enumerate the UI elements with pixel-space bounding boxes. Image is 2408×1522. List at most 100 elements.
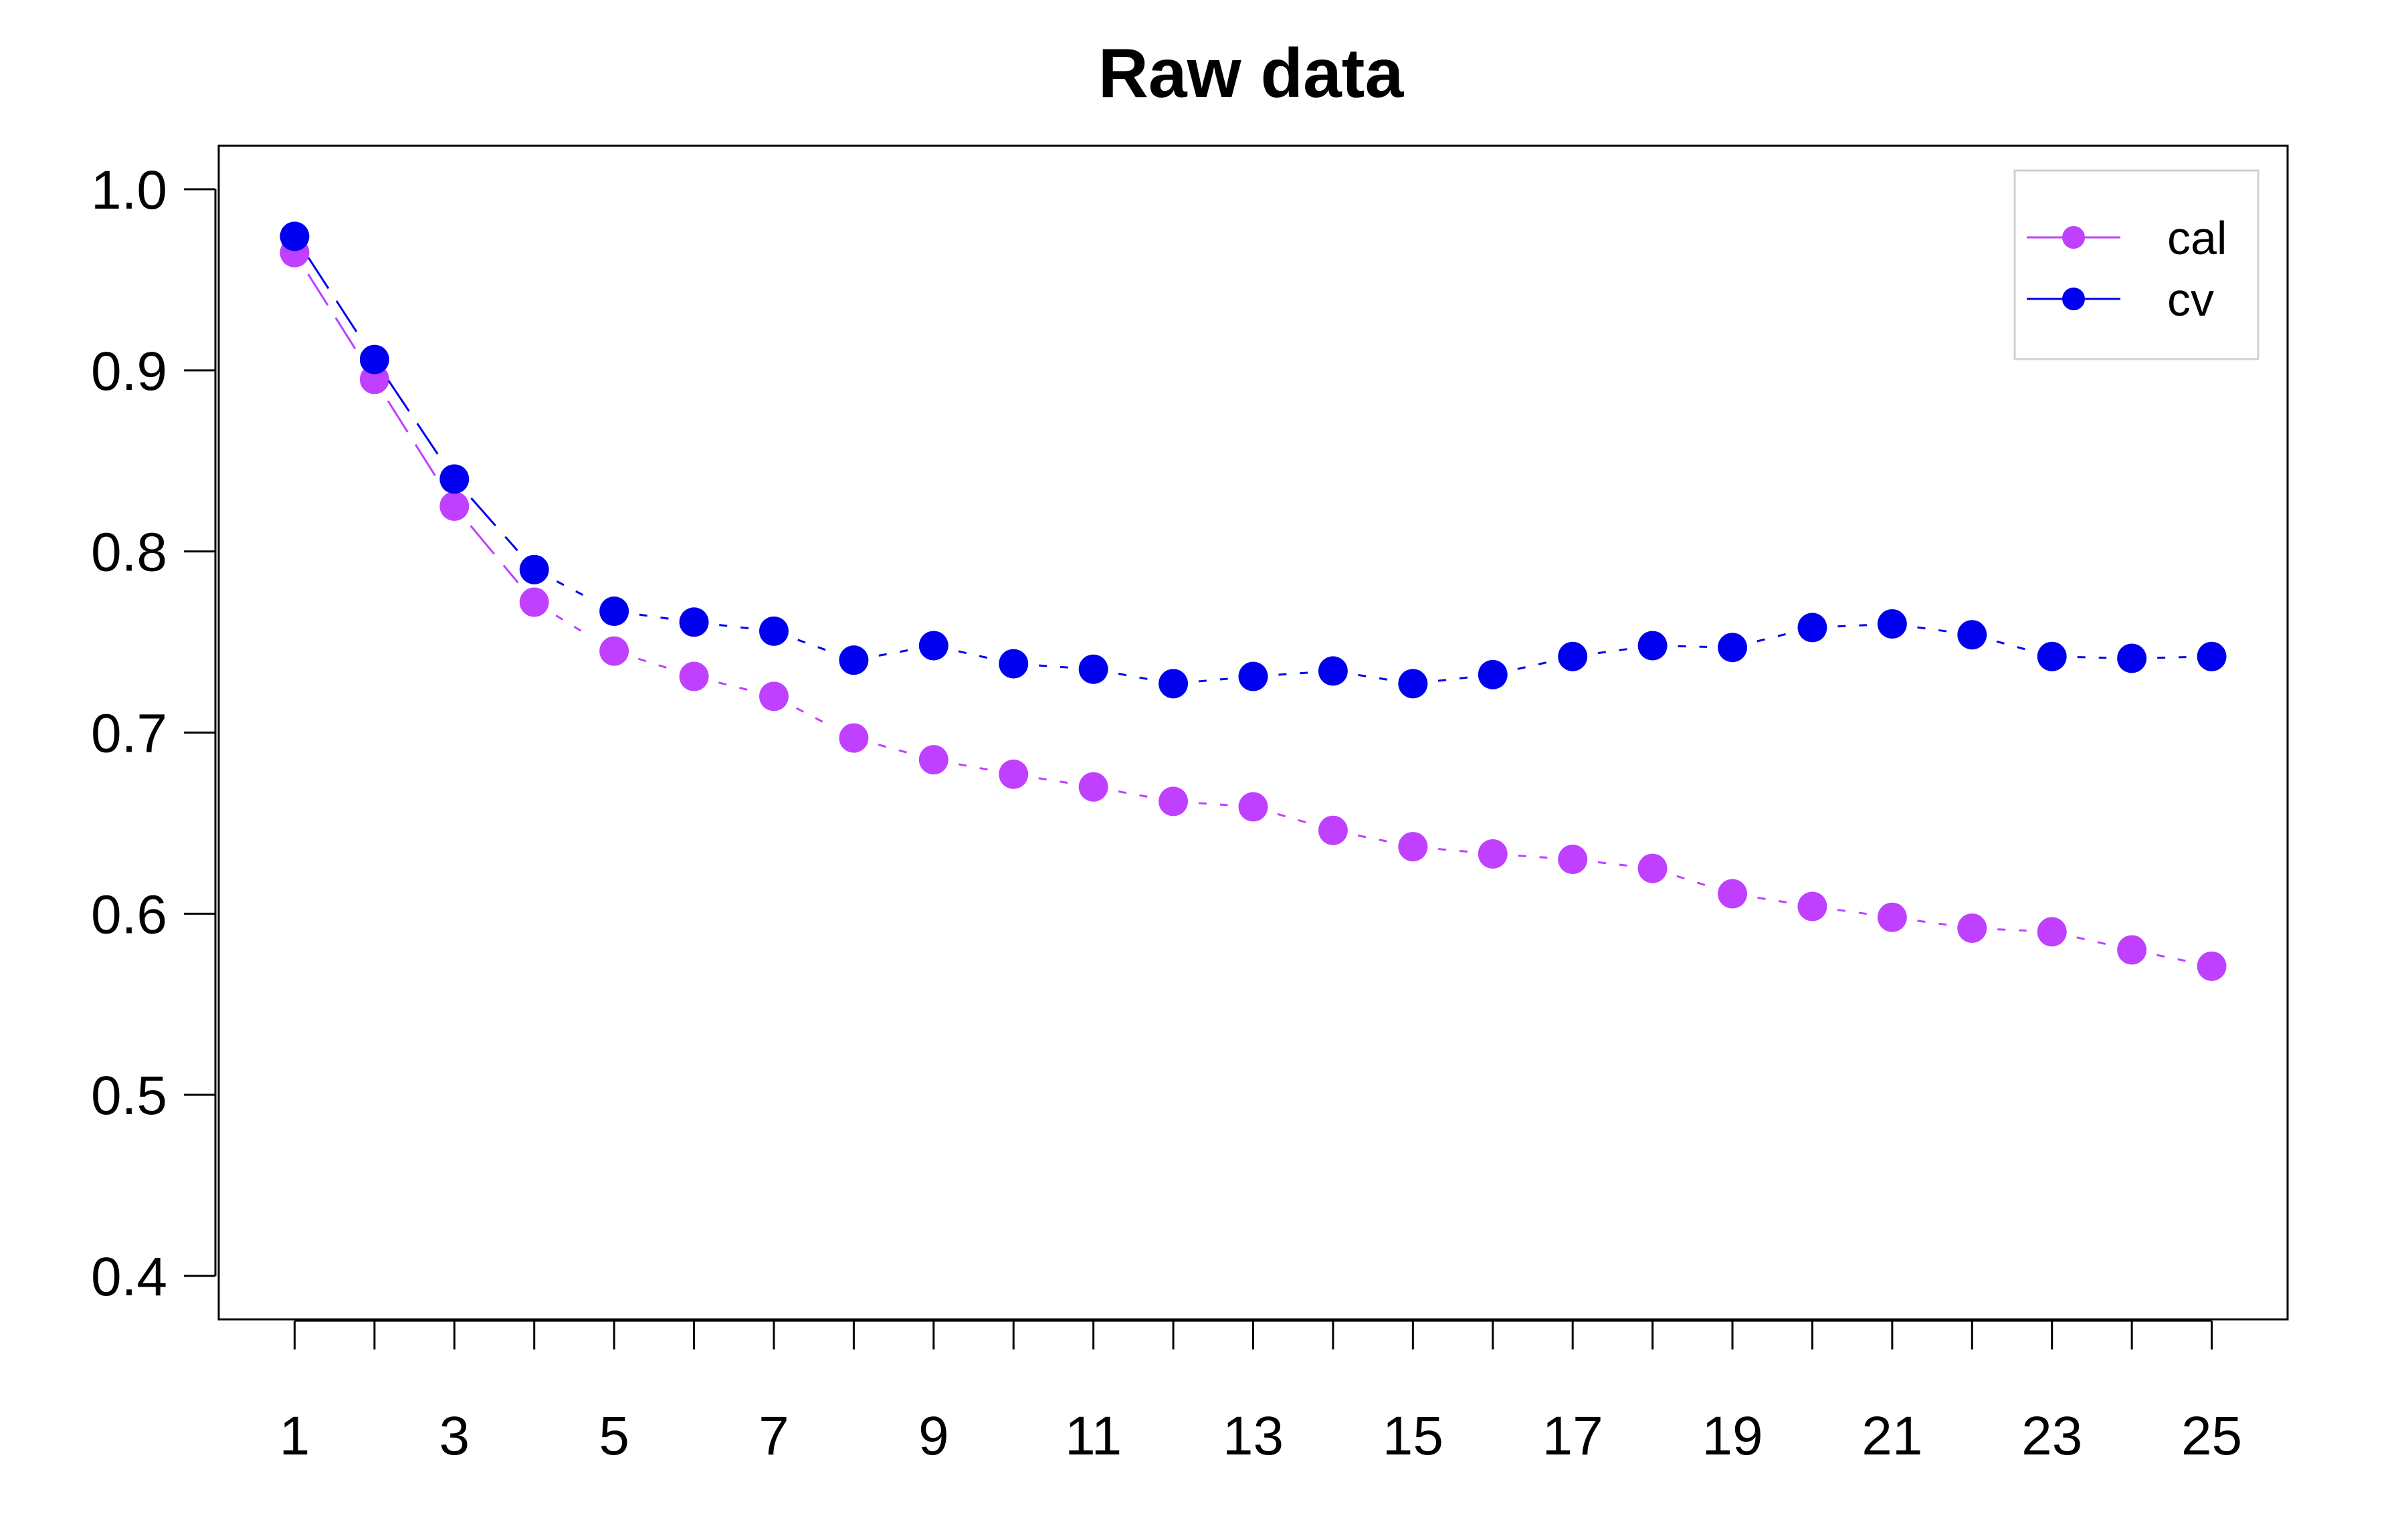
cv-point-8 xyxy=(839,645,869,675)
cal-point-12 xyxy=(1159,786,1189,817)
cv-point-21 xyxy=(1877,609,1907,639)
cv-segment-9 xyxy=(958,650,989,659)
cv-point-13 xyxy=(1238,661,1268,691)
cal-point-14 xyxy=(1318,815,1348,845)
cal-segment-19 xyxy=(1757,897,1788,904)
cal-point-24 xyxy=(2117,935,2147,965)
cv-segment-23 xyxy=(2077,656,2107,659)
cal-point-8 xyxy=(839,723,869,753)
y-tick-label-0.8: 0.8 xyxy=(91,522,167,583)
cv-segment-20 xyxy=(1837,624,1867,628)
cal-segment-23 xyxy=(2076,936,2108,946)
y-tick-label-0.7: 0.7 xyxy=(91,703,167,764)
x-tick-label-17: 17 xyxy=(1542,1406,1603,1466)
y-tick-label-0.9: 0.9 xyxy=(91,341,167,402)
cv-segment-11 xyxy=(1118,673,1148,681)
cal-point-17 xyxy=(1558,845,1588,875)
cv-point-5 xyxy=(599,596,629,627)
cal-segment-4 xyxy=(555,615,593,639)
cal-point-22 xyxy=(1957,913,1987,943)
cv-segment-3 xyxy=(470,497,518,552)
cv-point-3 xyxy=(439,464,470,494)
cal-segment-9 xyxy=(958,763,989,771)
cal-point-4 xyxy=(519,587,549,617)
cal-segment-20 xyxy=(1837,909,1868,915)
cv-segment-6 xyxy=(719,624,749,630)
x-tick-label-21: 21 xyxy=(1862,1406,1922,1466)
cal-segment-8 xyxy=(878,744,910,754)
cv-segment-1 xyxy=(307,257,362,339)
cv-segment-24 xyxy=(2157,656,2187,659)
cal-point-18 xyxy=(1637,853,1668,883)
legend-label-cv: cv xyxy=(2167,274,2214,326)
cv-point-24 xyxy=(2117,643,2147,673)
cv-segment-22 xyxy=(1996,640,2028,651)
x-tick-label-15: 15 xyxy=(1383,1406,1443,1466)
x-tick-label-3: 3 xyxy=(439,1406,470,1466)
legend-marker-cal xyxy=(2062,226,2085,249)
x-tick-label-19: 19 xyxy=(1702,1406,1763,1466)
cv-segment-19 xyxy=(1757,633,1788,643)
cv-segment-7 xyxy=(797,639,831,653)
cv-point-2 xyxy=(359,344,389,374)
x-tick-label-5: 5 xyxy=(599,1406,629,1466)
cal-segment-13 xyxy=(1277,812,1309,825)
x-tick-label-25: 25 xyxy=(2181,1406,2242,1466)
cv-point-6 xyxy=(679,607,709,637)
cal-point-19 xyxy=(1718,879,1748,909)
plot-area-frame xyxy=(217,144,2289,1321)
cal-segment-21 xyxy=(1917,919,1947,926)
cal-point-23 xyxy=(2037,917,2067,947)
cal-segment-17 xyxy=(1597,861,1628,867)
cv-point-25 xyxy=(2197,641,2227,671)
cal-point-15 xyxy=(1398,832,1428,862)
x-tick-label-1: 1 xyxy=(280,1406,310,1466)
cv-point-1 xyxy=(280,221,310,251)
y-tick-label-0.4: 0.4 xyxy=(91,1246,167,1307)
cal-point-25 xyxy=(2197,951,2227,981)
series-cv xyxy=(280,221,2227,699)
cv-segment-10 xyxy=(1039,664,1068,669)
x-tick-label-13: 13 xyxy=(1223,1406,1284,1466)
cv-segment-14 xyxy=(1358,673,1389,681)
cv-segment-17 xyxy=(1597,648,1628,655)
cal-segment-7 xyxy=(795,707,832,728)
cv-point-23 xyxy=(2037,641,2067,671)
cal-segment-2 xyxy=(387,400,442,485)
cv-point-12 xyxy=(1159,669,1189,699)
cv-point-17 xyxy=(1558,641,1588,671)
cv-segment-12 xyxy=(1198,677,1228,683)
cv-point-16 xyxy=(1478,659,1508,689)
chart-title: Raw data xyxy=(1098,35,1405,112)
y-tick-label-1.0: 1.0 xyxy=(91,160,167,221)
cal-point-21 xyxy=(1877,902,1907,932)
cv-point-9 xyxy=(918,631,948,661)
cal-segment-24 xyxy=(2156,954,2187,962)
x-tick-label-23: 23 xyxy=(2021,1406,2082,1466)
cal-segment-16 xyxy=(1518,855,1548,859)
cal-point-16 xyxy=(1478,839,1508,869)
cal-segment-15 xyxy=(1438,848,1468,853)
cal-segment-18 xyxy=(1676,875,1709,887)
cal-segment-22 xyxy=(1997,928,2027,932)
cal-point-13 xyxy=(1238,792,1268,822)
cv-segment-5 xyxy=(639,613,670,620)
cv-segment-21 xyxy=(1917,626,1947,633)
cal-segment-6 xyxy=(718,681,750,691)
cv-point-10 xyxy=(999,649,1029,679)
cv-point-22 xyxy=(1957,620,1987,650)
cal-segment-10 xyxy=(1038,777,1069,784)
cal-segment-14 xyxy=(1357,834,1389,843)
cv-segment-2 xyxy=(387,380,441,459)
x-tick-label-9: 9 xyxy=(918,1406,949,1466)
cv-point-14 xyxy=(1318,656,1348,686)
cv-segment-16 xyxy=(1517,661,1548,670)
cv-segment-13 xyxy=(1278,671,1308,676)
cal-point-6 xyxy=(679,661,709,691)
cv-segment-18 xyxy=(1678,645,1708,648)
cv-segment-4 xyxy=(556,580,593,601)
cv-point-20 xyxy=(1797,613,1827,643)
cal-point-10 xyxy=(999,759,1029,789)
